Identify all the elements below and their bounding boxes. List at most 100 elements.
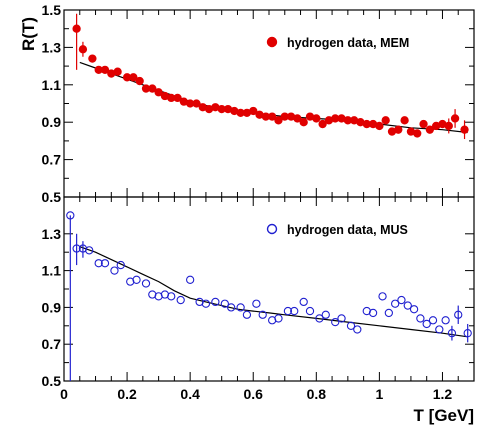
data-point bbox=[72, 244, 81, 253]
x-tick-label: 1 bbox=[375, 386, 383, 402]
data-point bbox=[252, 299, 261, 308]
data-point bbox=[454, 310, 463, 319]
data-point bbox=[249, 106, 258, 116]
data-point bbox=[416, 314, 425, 323]
data-point bbox=[100, 259, 110, 268]
legend-label: hydrogen data, MEM bbox=[287, 36, 409, 50]
data-point bbox=[318, 119, 327, 129]
data-point bbox=[290, 306, 299, 316]
data-point bbox=[419, 119, 428, 129]
x-tick-label: 0.8 bbox=[307, 386, 327, 402]
data-point bbox=[441, 316, 450, 325]
data-point bbox=[85, 246, 94, 255]
data-point bbox=[167, 292, 176, 301]
y-tick-label: 1.3 bbox=[42, 226, 62, 242]
data-point bbox=[116, 260, 125, 270]
y-tick-label: 1.3 bbox=[42, 39, 62, 55]
data-point bbox=[321, 310, 330, 319]
data-point bbox=[66, 211, 75, 220]
data-point bbox=[299, 297, 308, 307]
data-point bbox=[460, 125, 469, 134]
data-point bbox=[403, 301, 412, 310]
data-point bbox=[293, 114, 302, 123]
data-point bbox=[94, 259, 103, 268]
data-point bbox=[400, 116, 409, 125]
y-tick-label: 0.7 bbox=[42, 336, 62, 352]
data-point bbox=[384, 308, 393, 318]
data-point bbox=[201, 299, 211, 308]
data-point bbox=[312, 114, 321, 123]
data-point bbox=[78, 45, 88, 54]
fit-curve bbox=[79, 61, 468, 134]
data-point bbox=[353, 325, 362, 334]
data-point bbox=[274, 314, 283, 323]
fit-curve bbox=[79, 246, 468, 338]
data-point bbox=[72, 24, 81, 33]
data-point bbox=[394, 125, 403, 134]
data-point bbox=[435, 325, 444, 334]
data-point bbox=[381, 116, 390, 125]
data-point bbox=[274, 116, 283, 125]
legend-label: hydrogen data, MUS bbox=[287, 223, 408, 237]
data-point bbox=[422, 319, 431, 329]
data-point bbox=[409, 305, 419, 314]
data-point bbox=[242, 310, 252, 319]
data-point bbox=[346, 321, 356, 330]
data-point bbox=[100, 65, 110, 74]
y-tick-label: 0.5 bbox=[42, 373, 62, 389]
data-point bbox=[447, 329, 457, 338]
y-tick-label: 0.9 bbox=[42, 114, 62, 130]
plot-frame bbox=[63, 196, 475, 382]
data-point bbox=[463, 329, 472, 338]
data-point bbox=[425, 125, 434, 134]
data-point bbox=[192, 99, 201, 108]
data-point bbox=[299, 118, 308, 127]
data-point bbox=[444, 121, 453, 131]
data-point bbox=[283, 306, 293, 316]
y-tick-label: 1.5 bbox=[42, 2, 62, 18]
y-tick-label: 0.9 bbox=[42, 299, 62, 315]
panel-top: 0.5 0.7 0.9 1.1 1.3 1.5 hydrogen data, MEM bbox=[42, 2, 475, 205]
data-point bbox=[258, 310, 267, 319]
x-tick-label: 0 bbox=[60, 386, 68, 402]
data-point bbox=[375, 121, 384, 131]
data-point bbox=[337, 314, 346, 323]
y-tick-label: 1.1 bbox=[42, 77, 62, 93]
data-point bbox=[110, 266, 119, 275]
y-tick-label: 0.5 bbox=[42, 189, 62, 205]
data-point bbox=[397, 295, 406, 305]
data-point bbox=[154, 88, 163, 97]
data-point bbox=[450, 114, 460, 123]
data-point bbox=[129, 73, 138, 82]
data-point bbox=[186, 275, 195, 284]
data-point bbox=[368, 308, 378, 318]
panel-bottom: 0.5 0.7 0.9 1.1 1.3 0 0.2 0.4 0.6 0.8 1 1.2 hydrogen… bbox=[42, 196, 475, 402]
data-point bbox=[148, 84, 157, 93]
y-tick-label: 1.1 bbox=[42, 263, 62, 279]
data-point bbox=[176, 295, 185, 305]
data-point bbox=[173, 93, 182, 103]
data-point bbox=[268, 112, 277, 121]
data-point bbox=[113, 67, 122, 76]
x-tick-label: 1.2 bbox=[433, 386, 453, 402]
data-point bbox=[331, 317, 340, 327]
data-point bbox=[132, 275, 141, 284]
data-point bbox=[88, 54, 97, 63]
data-point bbox=[315, 314, 324, 323]
data-point bbox=[211, 297, 220, 307]
data-point bbox=[378, 292, 387, 301]
x-tick-label: 0.2 bbox=[117, 386, 137, 402]
data-point bbox=[236, 303, 245, 312]
legend-marker bbox=[266, 223, 278, 235]
data-point bbox=[141, 279, 151, 288]
data-point bbox=[428, 316, 438, 325]
data-point bbox=[413, 129, 422, 138]
data-point bbox=[220, 299, 229, 308]
data-point bbox=[305, 306, 315, 316]
data-point bbox=[391, 299, 400, 308]
data-point bbox=[227, 303, 236, 312]
x-axis-label: T [GeV] bbox=[414, 406, 474, 425]
y-tick-label: 0.7 bbox=[42, 152, 62, 168]
